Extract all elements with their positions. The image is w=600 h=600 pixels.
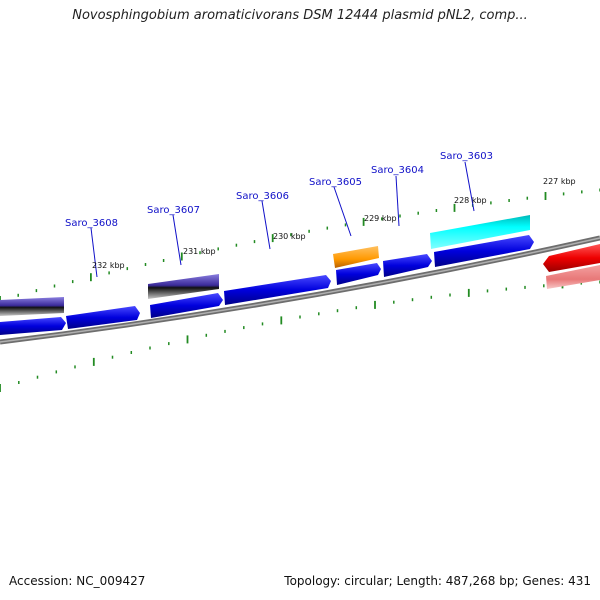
gene-label-saro-3608: Saro_3608 bbox=[65, 218, 118, 229]
gene-label-saro-3606: Saro_3606 bbox=[236, 191, 289, 202]
gene-leader-line bbox=[261, 200, 271, 250]
gene-leader-line bbox=[172, 214, 182, 266]
backbone-arc-highlight bbox=[0, 237, 600, 343]
gene-leader-line bbox=[90, 227, 98, 278]
kbp-label-232: 232 kbp bbox=[92, 261, 125, 270]
feature-bar-pink bbox=[546, 265, 600, 289]
kbp-label-228: 228 kbp bbox=[454, 196, 487, 205]
genome-summary: Topology: circular; Length: 487,268 bp; … bbox=[284, 574, 591, 588]
cds-arrow-forward bbox=[224, 275, 331, 305]
feature-bar-slate bbox=[148, 274, 219, 299]
feature-bar-slate bbox=[0, 297, 64, 316]
feature-bar-cyan bbox=[430, 215, 530, 249]
gene-label-saro-3603: Saro_3603 bbox=[440, 151, 493, 162]
gene-label-saro-3607: Saro_3607 bbox=[147, 205, 200, 216]
kbp-label-229: 229 kbp bbox=[364, 214, 397, 223]
kbp-label-231: 231 kbp bbox=[183, 247, 216, 256]
gene-label-saro-3604: Saro_3604 bbox=[371, 165, 424, 176]
accession-label: Accession: NC_009427 bbox=[9, 574, 146, 588]
gene-leader-line bbox=[333, 186, 352, 237]
cds-arrow-forward bbox=[336, 263, 381, 285]
cds-arrow-forward bbox=[383, 254, 432, 277]
kbp-label-227: 227 kbp bbox=[543, 177, 576, 186]
cds-arrow-forward bbox=[0, 317, 66, 335]
feature-bar-orange bbox=[333, 246, 379, 268]
kbp-label-230: 230 kbp bbox=[273, 232, 306, 241]
cds-arrow-forward bbox=[434, 235, 534, 267]
gene-leader-line bbox=[464, 161, 475, 212]
cds-arrow-forward bbox=[66, 306, 140, 329]
cds-arrow-reverse-red bbox=[543, 244, 600, 272]
gene-leader-line bbox=[395, 175, 400, 227]
tick-marks bbox=[0, 188, 600, 392]
cds-arrow-forward bbox=[150, 293, 223, 318]
gene-label-saro-3605: Saro_3605 bbox=[309, 177, 362, 188]
map-title: Novosphingobium aromaticivorans DSM 1244… bbox=[72, 8, 528, 23]
